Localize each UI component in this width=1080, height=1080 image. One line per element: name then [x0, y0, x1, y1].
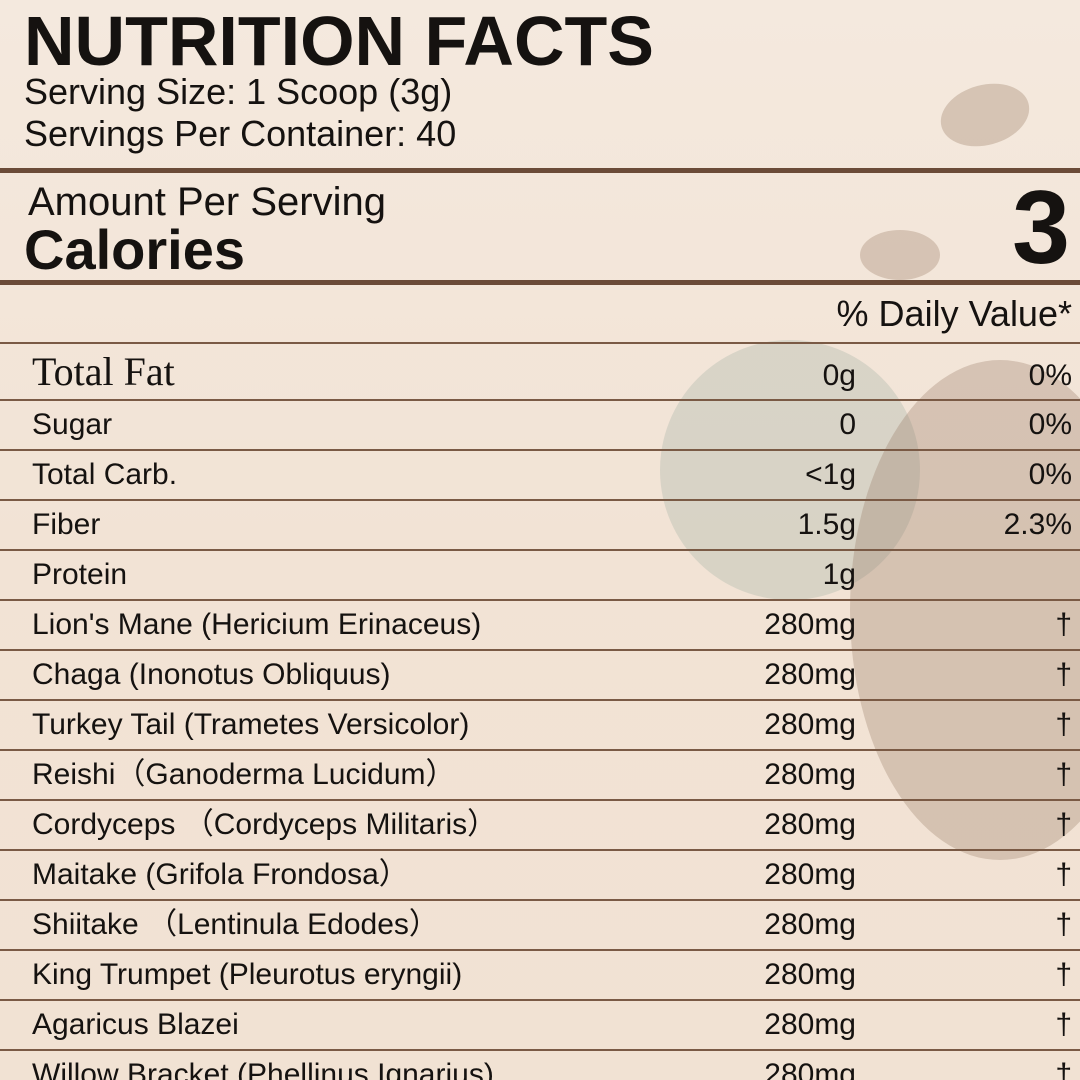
nutrient-name: Agaricus Blazei: [32, 1008, 239, 1041]
divider: [0, 399, 1080, 401]
nutrient-amount: 280mg: [764, 808, 856, 841]
divider: [0, 749, 1080, 751]
serving-size: Serving Size: 1 Scoop (3g): [24, 71, 453, 112]
divider: [0, 280, 1080, 285]
nutrient-name: Total Fat: [32, 348, 175, 394]
divider: [0, 549, 1080, 551]
daily-value: †: [1055, 1008, 1072, 1041]
nutrient-name: Sugar: [32, 408, 113, 441]
nutrient-amount: 280mg: [764, 658, 856, 691]
nutrient-amount: <1g: [805, 458, 856, 491]
divider: [0, 499, 1080, 501]
nutrient-name: Reishi（Ganoderma Lucidum）: [32, 758, 456, 791]
nutrient-name: Lion's Mane (Hericium Erinaceus): [32, 608, 482, 641]
divider: [0, 168, 1080, 173]
nutrient-amount: 0: [839, 408, 856, 441]
divider: [0, 949, 1080, 951]
nutrient-amount: 0g: [822, 358, 856, 392]
nutrient-amount: 280mg: [764, 608, 856, 641]
daily-value-header: % Daily Value*: [836, 293, 1072, 334]
calories-value: 3: [1012, 170, 1070, 286]
daily-value: 2.3%: [1003, 508, 1072, 541]
daily-value: †: [1055, 1058, 1072, 1080]
daily-value: 0%: [1028, 458, 1072, 491]
nutrient-amount: 280mg: [764, 708, 856, 741]
nutrient-name: Turkey Tail (Trametes Versicolor): [32, 708, 470, 741]
coffee-bean: [933, 74, 1037, 156]
nutrient-name: Maitake (Grifola Frondosa）: [32, 858, 409, 891]
nutrient-amount: 280mg: [764, 1008, 856, 1041]
daily-value: †: [1055, 958, 1072, 991]
daily-value: †: [1055, 808, 1072, 841]
title: NUTRITION FACTS: [24, 2, 654, 80]
divider: [0, 999, 1080, 1001]
calories-label: Calories: [24, 218, 245, 281]
coffee-beans: [850, 360, 1080, 860]
divider: [0, 899, 1080, 901]
nutrient-amount: 280mg: [764, 758, 856, 791]
daily-value: †: [1055, 608, 1072, 641]
daily-value: †: [1055, 708, 1072, 741]
nutrient-name: King Trumpet (Pleurotus eryngii): [32, 958, 463, 991]
divider: [0, 342, 1080, 344]
nutrient-amount: 280mg: [764, 858, 856, 891]
divider: [0, 699, 1080, 701]
divider: [0, 449, 1080, 451]
nutrient-name: Cordyceps （Cordyceps Militaris）: [32, 808, 498, 841]
daily-value: †: [1055, 908, 1072, 941]
nutrient-amount: 1.5g: [797, 508, 856, 541]
divider: [0, 599, 1080, 601]
nutrient-amount: 1g: [822, 558, 856, 591]
nutrient-name: Protein: [32, 558, 128, 591]
daily-value: †: [1055, 658, 1072, 691]
divider: [0, 849, 1080, 851]
daily-value: †: [1055, 858, 1072, 891]
coffee-bean: [860, 230, 940, 280]
nutrient-amount: 280mg: [764, 1058, 856, 1080]
nutrient-name: Chaga (Inonotus Obliquus): [32, 658, 391, 691]
nutrient-name: Total Carb.: [32, 458, 178, 491]
divider: [0, 649, 1080, 651]
divider: [0, 1049, 1080, 1051]
daily-value: 0%: [1028, 408, 1072, 441]
daily-value: 0%: [1028, 358, 1072, 392]
daily-value: †: [1055, 758, 1072, 791]
amount-per-serving: Amount Per Serving: [28, 180, 386, 224]
nutrient-name: Willow Bracket (Phellinus Ignarius): [32, 1058, 494, 1080]
nutrient-amount: 280mg: [764, 908, 856, 941]
nutrient-name: Shiitake （Lentinula Edodes）: [32, 908, 439, 941]
divider: [0, 799, 1080, 801]
nutrient-amount: 280mg: [764, 958, 856, 991]
servings-per-container: Servings Per Container: 40: [24, 113, 457, 154]
nutrient-name: Fiber: [32, 508, 101, 541]
